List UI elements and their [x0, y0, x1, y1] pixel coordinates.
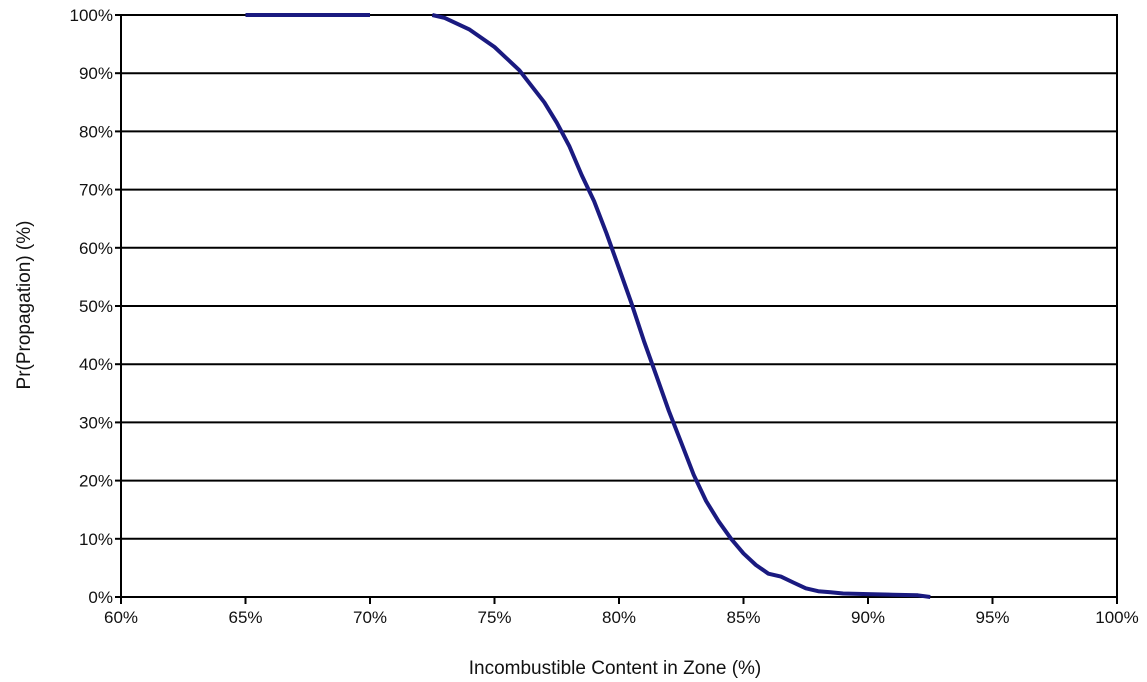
x-tick-label: 90% [851, 608, 885, 627]
gridlines [120, 14, 1118, 598]
x-tick-label: 80% [602, 608, 636, 627]
x-tick-label: 95% [975, 608, 1009, 627]
x-tick-label: 75% [477, 608, 511, 627]
y-tick-label: 10% [79, 530, 113, 549]
y-tick-label: 70% [79, 181, 113, 200]
y-tick-label: 60% [79, 239, 113, 258]
y-axis-title: Pr(Propagation) (%) [14, 221, 35, 390]
x-tick-label: 85% [726, 608, 760, 627]
y-tick-label: 80% [79, 122, 113, 141]
x-tick-label: 60% [104, 608, 138, 627]
y-tick-label: 30% [79, 413, 113, 432]
y-tick-label: 90% [79, 64, 113, 83]
plot-area [245, 13, 931, 599]
x-axis-title: Incombustible Content in Zone (%) [469, 658, 762, 679]
x-tick-label: 70% [353, 608, 387, 627]
propagation-curve [431, 13, 931, 599]
y-tick-label: 0% [88, 588, 113, 607]
y-tick-label: 20% [79, 472, 113, 491]
y-axis-ticks: 0% 10% 20% 30% 40% 50% 60% 70% 80% 90% 100% [70, 6, 121, 607]
y-tick-label: 40% [79, 355, 113, 374]
y-tick-label: 100% [70, 6, 113, 25]
x-tick-label: 65% [228, 608, 262, 627]
y-tick-label: 50% [79, 297, 113, 316]
x-axis-ticks: 60% 65% 70% 75% 80% 85% 90% 95% 100% [104, 597, 1139, 627]
x-tick-label: 100% [1095, 608, 1138, 627]
